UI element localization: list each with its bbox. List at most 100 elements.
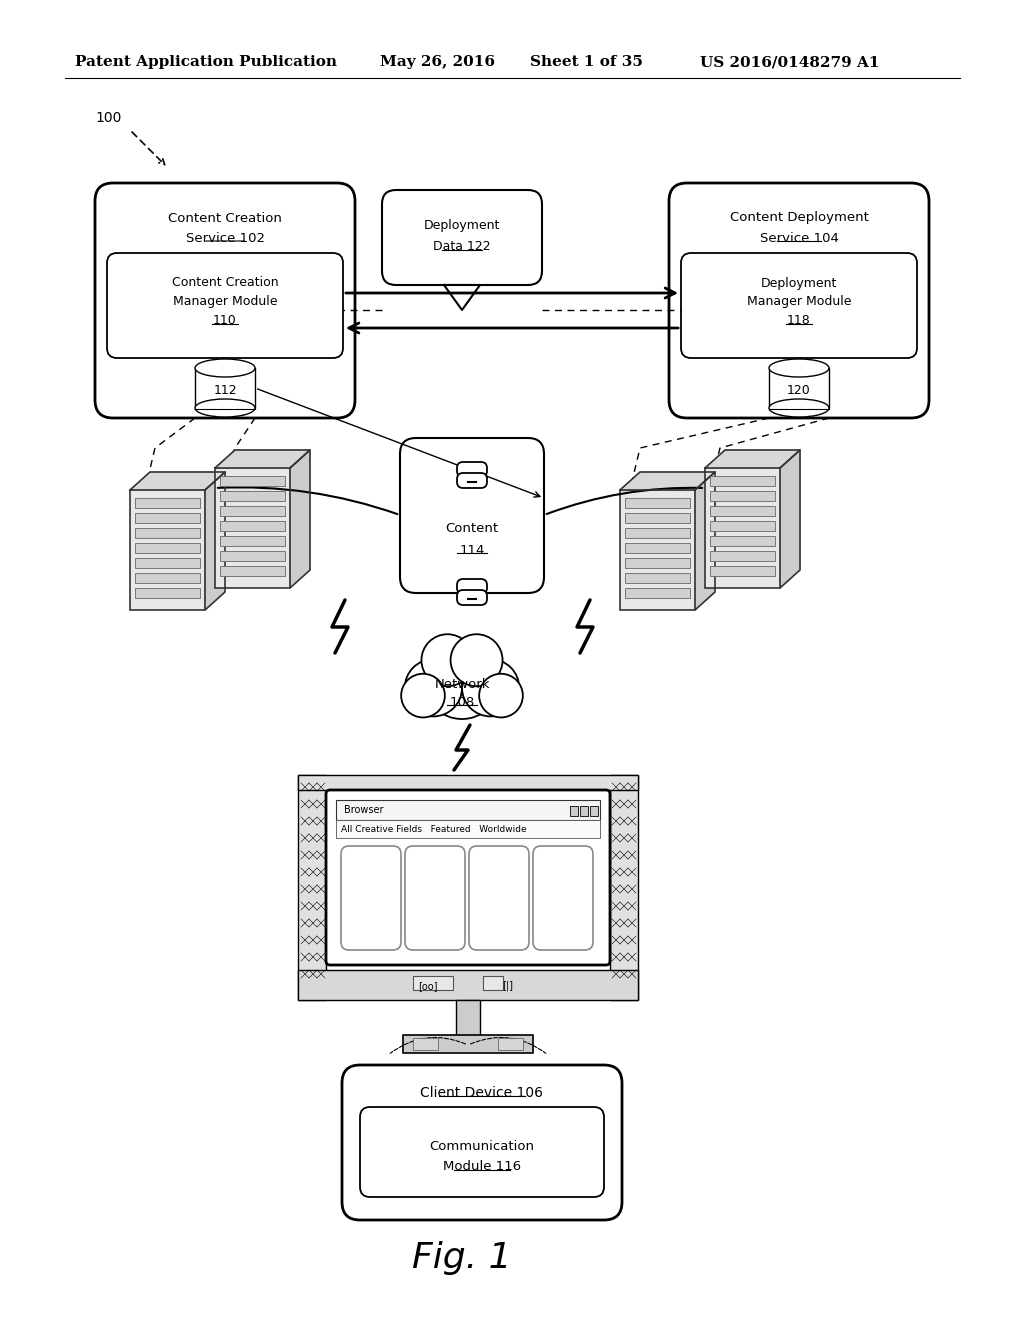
Text: Manager Module: Manager Module: [173, 294, 278, 308]
FancyBboxPatch shape: [382, 190, 542, 285]
Polygon shape: [290, 450, 310, 587]
FancyBboxPatch shape: [342, 1065, 622, 1220]
Circle shape: [404, 659, 462, 717]
Polygon shape: [130, 473, 225, 490]
Text: May 26, 2016: May 26, 2016: [380, 55, 495, 69]
Text: Content Creation: Content Creation: [172, 276, 279, 289]
Polygon shape: [705, 450, 800, 469]
Bar: [570, 807, 578, 816]
Circle shape: [462, 659, 519, 717]
Bar: [769, 368, 829, 408]
Text: Client Device 106: Client Device 106: [421, 1086, 544, 1100]
Bar: [298, 775, 326, 1001]
Text: US 2016/0148279 A1: US 2016/0148279 A1: [700, 55, 880, 69]
Bar: [620, 490, 695, 610]
Bar: [195, 368, 255, 408]
Circle shape: [422, 634, 473, 686]
Bar: [130, 490, 205, 610]
Text: Data 122: Data 122: [433, 240, 490, 253]
Bar: [625, 558, 690, 568]
Bar: [336, 800, 600, 820]
Text: All Creative Fields   Featured   Worldwide: All Creative Fields Featured Worldwide: [341, 825, 526, 833]
FancyBboxPatch shape: [457, 579, 487, 594]
Bar: [135, 528, 200, 539]
Text: Deployment: Deployment: [761, 276, 838, 289]
Text: Network: Network: [434, 678, 489, 692]
Text: Content: Content: [445, 521, 499, 535]
Text: 108: 108: [450, 696, 475, 709]
Bar: [625, 543, 690, 553]
Circle shape: [401, 673, 444, 718]
Bar: [220, 521, 285, 531]
FancyBboxPatch shape: [326, 789, 610, 965]
Text: [oo]: [oo]: [418, 981, 437, 991]
Text: Fig. 1: Fig. 1: [413, 1241, 512, 1275]
Text: 100: 100: [95, 111, 122, 125]
Bar: [413, 975, 453, 990]
Bar: [498, 1038, 523, 1049]
FancyBboxPatch shape: [341, 846, 401, 950]
Bar: [413, 1038, 438, 1049]
Bar: [215, 469, 290, 587]
Text: Communication: Communication: [429, 1140, 535, 1154]
Bar: [220, 536, 285, 546]
Bar: [135, 543, 200, 553]
FancyBboxPatch shape: [406, 846, 465, 950]
Circle shape: [479, 673, 523, 718]
Bar: [710, 491, 775, 502]
Bar: [580, 807, 588, 816]
Bar: [135, 498, 200, 508]
Bar: [625, 573, 690, 583]
Bar: [705, 469, 780, 587]
Bar: [220, 550, 285, 561]
Text: Service 104: Service 104: [760, 231, 839, 244]
Bar: [135, 513, 200, 523]
FancyBboxPatch shape: [457, 473, 487, 488]
Text: Patent Application Publication: Patent Application Publication: [75, 55, 337, 69]
Text: 120: 120: [787, 384, 811, 396]
Polygon shape: [215, 450, 310, 469]
FancyBboxPatch shape: [95, 183, 355, 418]
FancyBboxPatch shape: [457, 590, 487, 605]
Polygon shape: [444, 285, 480, 310]
FancyBboxPatch shape: [400, 438, 544, 593]
Ellipse shape: [769, 399, 829, 417]
Bar: [298, 775, 638, 789]
Bar: [625, 513, 690, 523]
Bar: [135, 573, 200, 583]
Bar: [403, 1035, 534, 1053]
Bar: [336, 820, 600, 838]
FancyBboxPatch shape: [669, 183, 929, 418]
FancyBboxPatch shape: [457, 462, 487, 477]
Text: 114: 114: [460, 544, 484, 557]
Text: 110: 110: [213, 314, 237, 327]
Bar: [135, 587, 200, 598]
Bar: [625, 498, 690, 508]
Text: Browser: Browser: [344, 805, 384, 814]
FancyBboxPatch shape: [360, 1107, 604, 1197]
Bar: [710, 550, 775, 561]
FancyBboxPatch shape: [469, 846, 529, 950]
Polygon shape: [205, 473, 225, 610]
FancyBboxPatch shape: [681, 253, 918, 358]
Bar: [135, 558, 200, 568]
Polygon shape: [780, 450, 800, 587]
Polygon shape: [695, 473, 715, 610]
Circle shape: [451, 634, 503, 686]
Bar: [710, 521, 775, 531]
Bar: [220, 491, 285, 502]
Ellipse shape: [195, 359, 255, 378]
Ellipse shape: [195, 399, 255, 417]
Text: Module 116: Module 116: [443, 1160, 521, 1173]
Bar: [625, 528, 690, 539]
Bar: [625, 587, 690, 598]
Bar: [610, 775, 638, 1001]
Bar: [220, 506, 285, 516]
Text: 118: 118: [787, 314, 811, 327]
Bar: [220, 566, 285, 576]
Polygon shape: [620, 473, 715, 490]
Text: Content Deployment: Content Deployment: [729, 211, 868, 224]
Bar: [710, 506, 775, 516]
Bar: [710, 477, 775, 486]
Bar: [710, 536, 775, 546]
